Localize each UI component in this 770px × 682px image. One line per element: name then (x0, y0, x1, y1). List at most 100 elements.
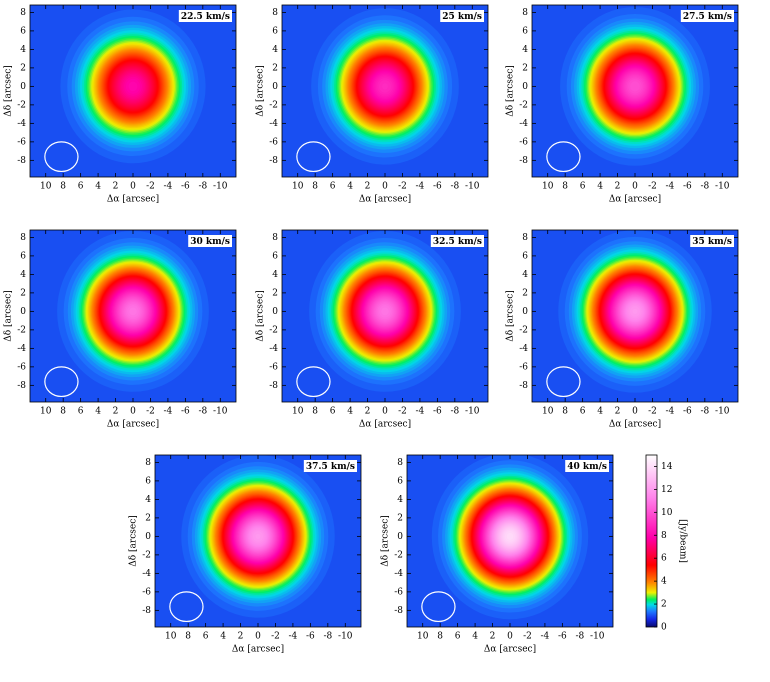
x-tick-label: -10 (590, 632, 605, 642)
x-tick-label: 4 (95, 407, 101, 417)
y-tick-label: 6 (522, 26, 528, 36)
x-tick-label: 8 (60, 182, 66, 192)
x-tick-label: -2 (146, 182, 155, 192)
x-tick-label: -4 (416, 182, 425, 192)
y-tick-label: 4 (20, 270, 26, 280)
x-tick-label: -10 (465, 407, 480, 417)
x-tick-label: 2 (113, 182, 119, 192)
y-tick-label: -4 (17, 344, 26, 354)
x-tick-label: 10 (165, 632, 177, 642)
x-tick-label: -10 (465, 182, 480, 192)
y-axis-label: Δδ [arcsec] (381, 515, 391, 567)
emission-level (255, 533, 261, 540)
x-tick-label: 4 (472, 632, 478, 642)
x-tick-label: -2 (146, 407, 155, 417)
x-tick-label: 0 (255, 632, 261, 642)
y-tick-label: 4 (145, 495, 151, 505)
x-tick-label: 6 (330, 182, 336, 192)
x-tick-label: 2 (615, 407, 621, 417)
x-tick-label: -8 (198, 182, 207, 192)
y-tick-label: 0 (20, 82, 26, 92)
x-tick-label: -6 (306, 632, 315, 642)
x-tick-label: -10 (213, 182, 228, 192)
y-tick-label: -6 (269, 137, 278, 147)
x-tick-label: 2 (113, 407, 119, 417)
y-tick-label: 8 (20, 233, 26, 243)
panel: 10 8 6 4 2 0 -2 -4 -6 -8 -10 -8 -6 -4 -2 0 2 4 6 8 Δα [arcse… (506, 4, 739, 205)
y-tick-label: -4 (142, 569, 151, 579)
x-tick-label: -4 (666, 407, 675, 417)
y-tick-label: -6 (17, 362, 26, 372)
beam (296, 366, 331, 398)
y-tick-label: -8 (142, 606, 151, 616)
x-axis-label: Δα [arcsec] (484, 645, 536, 655)
colorbar-tick-label: 6 (661, 554, 667, 564)
y-tick-label: 2 (20, 288, 26, 298)
map (155, 455, 361, 627)
x-tick-label: 8 (437, 632, 443, 642)
x-tick-label: 8 (562, 182, 568, 192)
x-tick-label: 4 (220, 632, 226, 642)
map (30, 5, 236, 177)
channel-label: 30 km/s (190, 237, 230, 247)
y-tick-label: 4 (397, 495, 403, 505)
y-tick-label: -2 (519, 325, 528, 335)
y-tick-label: -4 (269, 344, 278, 354)
x-tick-label: 8 (562, 407, 568, 417)
x-tick-label: -4 (666, 182, 675, 192)
channel-label: 25 km/s (442, 12, 482, 22)
x-tick-label: -4 (164, 407, 173, 417)
y-axis-label: Δδ [arcsec] (4, 65, 14, 117)
x-tick-label: 8 (312, 407, 318, 417)
emission-level (129, 307, 137, 316)
x-tick-label: 4 (347, 407, 353, 417)
panel: 10 8 6 4 2 0 -2 -4 -6 -8 -10 -8 -6 -4 -2 0 2 4 6 8 Δα [arcse… (381, 454, 614, 655)
y-tick-label: 2 (20, 63, 26, 73)
panel: 10 8 6 4 2 0 -2 -4 -6 -8 -10 -8 -6 -4 -2 0 2 4 6 8 Δα [arcse… (4, 229, 237, 430)
y-tick-label: -2 (394, 550, 403, 560)
y-tick-label: 6 (272, 26, 278, 36)
y-tick-label: -2 (17, 325, 26, 335)
x-tick-label: -4 (164, 182, 173, 192)
y-tick-label: -8 (519, 156, 528, 166)
x-tick-label: -2 (398, 182, 407, 192)
colorbar-tick-label: 14 (661, 462, 673, 472)
label-box (690, 235, 734, 247)
y-tick-label: -2 (142, 550, 151, 560)
y-tick-label: 6 (397, 476, 403, 486)
x-tick-label: -2 (648, 407, 657, 417)
emission-level (128, 81, 138, 92)
y-tick-label: 4 (522, 45, 528, 55)
x-tick-label: 6 (203, 632, 209, 642)
x-axis-label: Δα [arcsec] (359, 420, 411, 430)
y-tick-label: 2 (522, 288, 528, 298)
map (30, 230, 236, 402)
y-axis-label: Δδ [arcsec] (129, 515, 139, 567)
y-tick-label: -2 (519, 100, 528, 110)
y-tick-label: 0 (20, 307, 26, 317)
x-tick-label: -6 (181, 407, 190, 417)
label-box (188, 235, 232, 247)
x-tick-label: -10 (715, 182, 730, 192)
y-tick-label: 0 (522, 82, 528, 92)
y-tick-label: -8 (394, 606, 403, 616)
x-tick-label: -6 (433, 182, 442, 192)
beam (546, 366, 581, 398)
y-tick-label: 6 (145, 476, 151, 486)
y-tick-label: 2 (522, 63, 528, 73)
y-tick-label: 6 (522, 251, 528, 261)
x-tick-label: 6 (78, 182, 84, 192)
beam (44, 141, 79, 173)
colorbar-tick-label: 12 (661, 485, 672, 495)
channel-label: 35 km/s (692, 237, 732, 247)
y-tick-label: -8 (269, 156, 278, 166)
x-axis-label: Δα [arcsec] (232, 645, 284, 655)
x-tick-label: -8 (700, 182, 709, 192)
colorbar-label: [Jy/beam] (678, 519, 688, 563)
y-tick-label: -8 (519, 381, 528, 391)
x-tick-label: 4 (597, 182, 603, 192)
x-tick-label: -8 (700, 407, 709, 417)
x-tick-label: -4 (541, 632, 550, 642)
label-box (303, 460, 357, 472)
x-tick-label: -6 (683, 182, 692, 192)
